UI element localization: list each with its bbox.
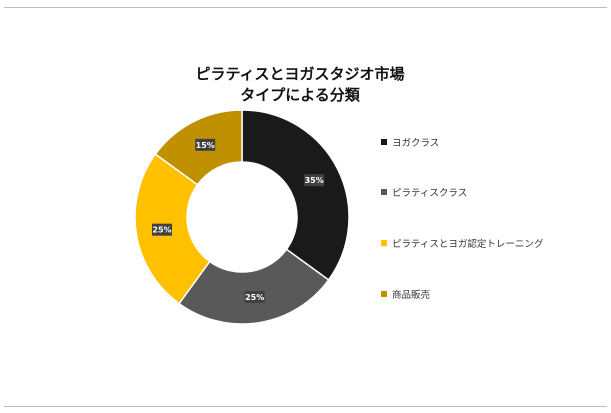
data-label-background — [195, 138, 216, 151]
data-label-text: 15% — [196, 141, 215, 150]
legend-swatch — [381, 189, 387, 195]
legend-item-4: 商品販売 — [381, 287, 430, 301]
bottom-border-line — [4, 406, 607, 407]
legend-label: ピラティスとヨガ認定トレーニング — [392, 239, 544, 250]
data-label-text: 25% — [245, 293, 264, 302]
legend-item-1: ヨガクラス — [381, 135, 439, 149]
top-border-line — [4, 7, 607, 8]
legend-label: 商品販売 — [392, 290, 431, 301]
donut-slice-3 — [134, 153, 211, 305]
legend-item-2: ピラティスクラス — [381, 185, 467, 199]
data-label-2: 25% — [244, 291, 265, 304]
data-label-1: 35% — [304, 174, 325, 187]
data-label-background — [151, 223, 172, 236]
data-label-text: 35% — [305, 176, 324, 185]
legend-item-3: ピラティスとヨガ認定トレーニング — [381, 236, 543, 250]
legend-label: ピラティスクラス — [392, 188, 468, 199]
data-label-background — [304, 174, 325, 187]
data-label-text: 25% — [152, 226, 171, 235]
chart-title: ピラティスとヨガスタジオ市場 タイプによる分類 — [150, 64, 450, 106]
legend-swatch — [381, 240, 387, 246]
donut-slice-2 — [178, 248, 330, 325]
chart-title-line-2: タイプによる分類 — [240, 86, 360, 104]
data-label-4: 15% — [195, 138, 216, 151]
data-label-background — [244, 291, 265, 304]
donut-slice-1 — [241, 109, 350, 281]
legend-swatch — [381, 291, 387, 297]
legend-swatch — [381, 139, 387, 145]
data-label-3: 25% — [151, 223, 172, 236]
chart-title-line-1: ピラティスとヨガスタジオ市場 — [195, 65, 405, 83]
legend-label: ヨガクラス — [392, 138, 440, 149]
